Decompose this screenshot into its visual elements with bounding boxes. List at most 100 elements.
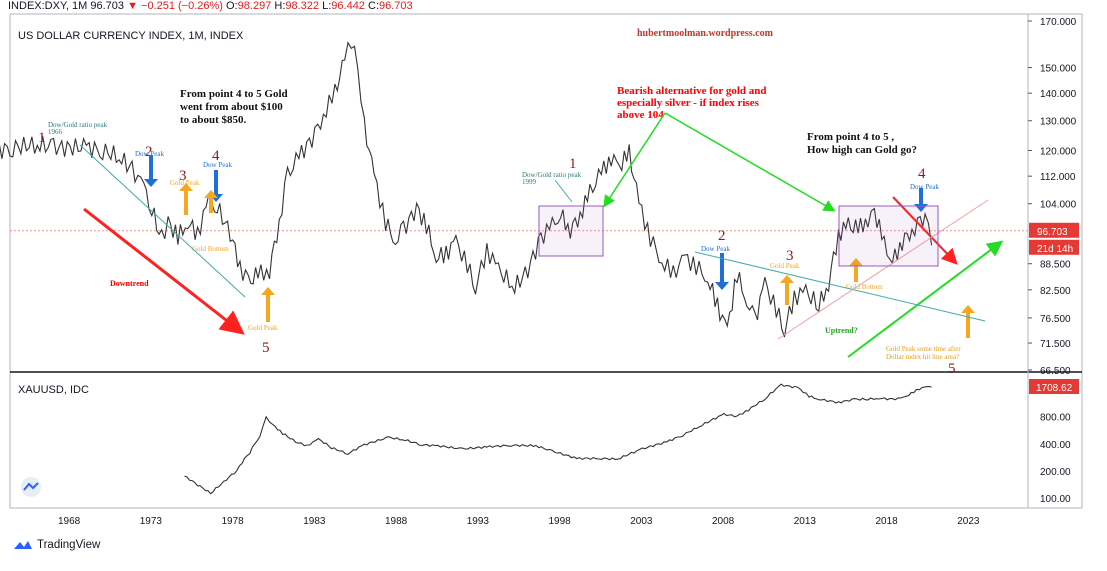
high-label: H: [274,0,286,12]
green-arrow-to-box [664,112,836,212]
gold-peak-arrow-1-head [179,183,193,191]
dxy-tick-12: 66.500 [1040,366,1071,377]
dxy-series-line [0,41,933,338]
note-gold-4-5-0: From point 4 to 5 Gold [180,88,288,100]
time-tick-8: 2008 [712,516,735,527]
tradingview-logo[interactable]: TradingView [12,539,100,551]
dow-peak-arrow-3-head [715,282,729,290]
gold-series-line [184,383,932,495]
time-tick-7: 2003 [630,516,653,527]
gold-peak-arrow-2-head [261,287,275,295]
dow-gold-1999-label-1: 1999 [522,178,537,186]
dxy-tick-0: 170.000 [1040,17,1077,28]
box-2016 [838,205,939,267]
point-number-6: 2 [718,228,726,244]
price-change: −0.251 (−0.26%) [141,0,223,12]
dxy-tick-6: 104.000 [1040,200,1077,211]
time-tick-4: 1988 [385,516,408,527]
gold-price-tag: 1708.62 [1036,383,1073,394]
time-tick-0: 1968 [58,516,81,527]
time-tick-10: 2018 [876,516,899,527]
uptrend-label: Uptrend? [825,326,858,335]
point-number-4: 5 [262,340,270,356]
downtrend-arrow [83,207,245,335]
gold-title: XAUUSD, IDC [18,384,89,396]
note-bearish-2: above 104 [617,109,664,121]
tradingview-icon [14,541,32,549]
gold-peak-label-1: Gold Peak [170,179,200,187]
uptrend-arrow [847,240,1004,358]
countdown-tag: 21d 14h [1037,244,1073,255]
point-number-7: 3 [786,248,794,264]
trendline-2008 [694,251,986,322]
time-tick-5: 1993 [467,516,490,527]
dow-peak-label-2: Dow Peak [203,161,232,169]
last-price: 96.703 [90,0,124,12]
dow-peak-label-3: Dow Peak [701,245,730,253]
dxy-price-tag: 96.703 [1037,227,1068,238]
brand-label: TradingView [37,539,101,551]
downtrend-label: Downtrend [110,279,149,288]
point-number-9: 5 [948,361,956,377]
gold-bottom-label-1: Gold Bottom [192,245,229,253]
dow-peak-label-4: Dow Peak [910,183,939,191]
gold-tick-3: 100.00 [1040,494,1071,505]
open-label: O: [226,0,238,12]
gold-peak-arrow-4-head [961,305,975,313]
dow-peak-label-1: Dow Peak [135,150,164,158]
dxy-price-tag-bg [1029,222,1079,238]
gold-peak-future-label-0: Gold Peak some time after [886,345,961,353]
close-value: 96.703 [379,0,413,12]
dow-gold-1999-pointer [554,179,573,203]
trendline-1970s [79,144,246,298]
time-tick-11: 2023 [957,516,980,527]
dow-gold-1966-label-1: 1966 [48,128,63,136]
dxy-tick-5: 112.000 [1040,172,1076,183]
red-short-arrow [892,196,958,265]
time-tick-9: 2013 [794,516,817,527]
gold-peak-future-label-1: Dollar index hit line area? [886,353,959,361]
point-number-0: 1 [38,130,46,146]
gold-bottom-arrow-2-head [849,258,863,266]
gold-peak-label-2: Gold Peak [248,324,278,332]
note-bearish-1: especially silver - if index rises [617,97,760,109]
note-bearish-0: Bearish alternative for gold and [617,85,767,97]
dxy-tick-2: 140.000 [1040,89,1077,100]
chart-header: INDEX:DXY, 1M 96.703 ▼ −0.251 (−0.26%) O… [8,0,413,12]
uptrend-line [777,199,989,340]
watermark: hubertmoolman.wordpress.com [637,28,774,39]
dxy-tick-1: 150.000 [1040,64,1077,75]
dxy-tick-11: 71.500 [1040,339,1071,350]
time-tick-3: 1983 [303,516,326,527]
gold-bottom-label-2: Gold Bottom [846,283,883,291]
point-number-2: 3 [179,168,187,184]
gold-tick-1: 400.00 [1040,440,1071,451]
gold-tick-0: 800.00 [1040,413,1071,424]
gold-peak-arrow-3-head [780,275,794,283]
time-tick-2: 1978 [222,516,245,527]
green-arrow-to-1999 [603,112,666,208]
time-tick-6: 1998 [549,516,572,527]
point-number-8: 4 [918,166,926,182]
symbol-label: INDEX:DXY, 1M [8,0,88,12]
note-gold-4-5-2: to about $850. [180,114,247,126]
dxy-title: US DOLLAR CURRENCY INDEX, 1M, INDEX [18,30,244,42]
note-how-high-1: How high can Gold go? [807,144,917,156]
point-number-5: 1 [569,156,577,172]
low-label: L: [322,0,332,12]
dxy-tick-4: 120.000 [1040,147,1077,158]
point-number-3: 4 [212,148,220,164]
dxy-tick-9: 82.500 [1040,286,1071,297]
dxy-tick-3: 130.000 [1040,117,1077,128]
gold-bottom-arrow-1-head [204,190,218,198]
dow-gold-1999-label-0: Dow/Gold ratio peak [522,171,582,179]
gold-price-tag-bg [1029,379,1079,394]
dow-gold-1966-label-0: Dow/Gold ratio peak [48,121,108,129]
gold-tick-2: 200.00 [1040,467,1071,478]
note-gold-4-5-1: went from about $100 [180,101,283,113]
pane-logo-icon [23,482,39,491]
box-1999 [538,205,604,257]
note-how-high-0: From point 4 to 5 , [807,131,894,143]
gold-peak-label-3: Gold Peak [770,262,800,270]
